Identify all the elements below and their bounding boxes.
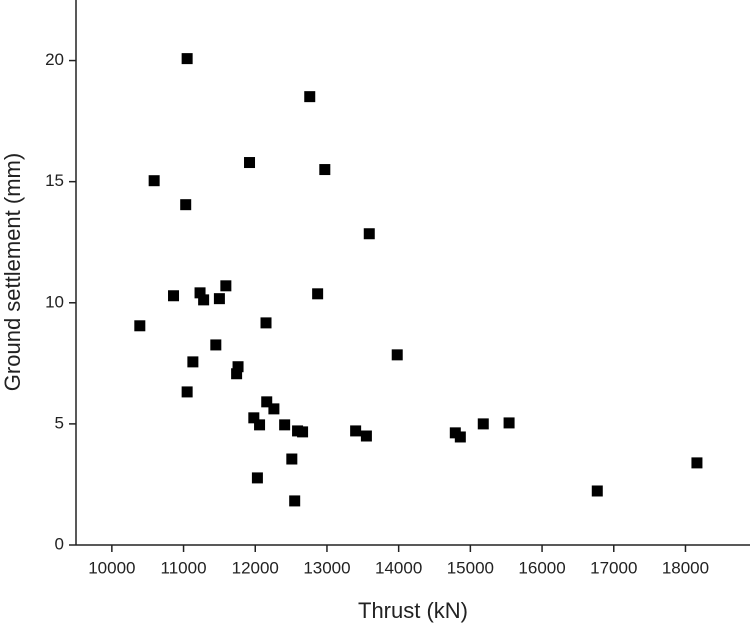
x-tick-label: 12000 [232,558,279,577]
x-tick-label: 17000 [590,558,637,577]
point [289,495,301,507]
x-tick-label: 14000 [375,558,422,577]
point [268,403,280,415]
point [304,91,316,103]
y-tick-label: 0 [55,534,64,553]
x-tick-label: 13000 [303,558,350,577]
point [363,228,375,240]
x-tick-label: 10000 [88,558,135,577]
point [181,53,193,65]
y-axis-title: Ground settlement (mm) [0,153,25,391]
point [210,339,222,351]
point [248,412,260,424]
point [260,317,272,329]
point [251,472,263,484]
point [213,293,225,305]
point [297,426,309,438]
point [391,349,403,361]
x-tick-label: 18000 [662,558,709,577]
point [312,288,324,300]
point [591,485,603,497]
point [360,430,372,442]
point [261,396,273,408]
point [194,287,206,299]
y-tick-label: 5 [55,413,64,432]
x-tick-label: 16000 [518,558,565,577]
point [232,361,244,373]
point [180,199,192,211]
point [198,294,210,306]
x-tick-label: 15000 [447,558,494,577]
point [220,280,232,292]
point [181,386,193,398]
point [691,457,703,469]
point [477,418,489,430]
point [148,175,160,187]
y-tick-label: 20 [45,50,64,69]
x-axis-title: Thrust (kN) [358,598,468,623]
point [254,419,266,431]
point [134,320,146,332]
point [350,425,362,437]
point [319,164,331,176]
point [503,417,515,429]
point [286,453,298,465]
point [454,431,466,443]
point [168,290,180,302]
point [231,368,243,380]
y-tick-label: 10 [45,292,64,311]
x-tick-label: 11000 [161,558,207,577]
y-tick-label: 15 [45,171,64,190]
point [279,419,291,431]
point [187,356,199,368]
point [244,157,256,169]
